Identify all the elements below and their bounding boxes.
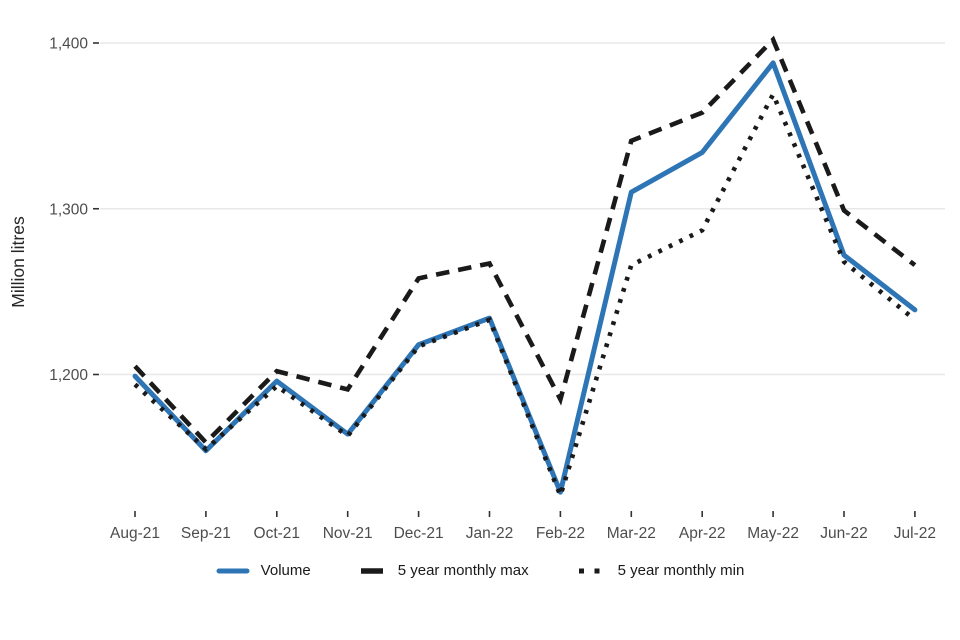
x-tick-label: Jan-22 <box>466 525 513 542</box>
series-solid <box>132 60 918 495</box>
x-tick-label: Apr-22 <box>679 525 726 542</box>
y-tick-label: 1,300 <box>49 201 88 218</box>
volume-line-key <box>216 568 250 573</box>
x-tick-label: May-22 <box>747 525 799 542</box>
series-lines <box>132 35 918 503</box>
x-tick-label: Oct-21 <box>254 525 301 542</box>
y-tick-label: 1,200 <box>49 367 88 384</box>
legend-label-volume: Volume <box>260 562 311 579</box>
x-tick-label: Jun-22 <box>820 525 867 542</box>
series-dotted <box>133 88 917 503</box>
x-axis-tick-labels: Aug-21 Sep-21 Oct-21 Nov-21 Dec-21 Jan-22 Feb-… <box>110 525 936 542</box>
x-tick-label: Aug-21 <box>110 525 160 542</box>
x-tick-label: Nov-21 <box>323 525 373 542</box>
y-axis-tick-labels: 1,200 1,300 1,400 <box>49 36 88 385</box>
legend-label-min: 5 year monthly min <box>617 562 745 579</box>
line-chart: 1,200 1,300 1,400 Aug-21 Sep-21 Oct-21 Nov-21… <box>8 35 945 542</box>
legend-item-volume: Volume <box>216 562 311 579</box>
chart-legend: Volume 5 year monthly max 5 year monthly… <box>0 562 960 579</box>
x-tick-label: Mar-22 <box>607 525 656 542</box>
y-tick-label: 1,400 <box>49 36 88 53</box>
x-axis-ticks <box>134 511 916 517</box>
series-dashed <box>133 35 917 446</box>
legend-item-max: 5 year monthly max <box>357 562 529 579</box>
dashed-line-key <box>360 567 383 574</box>
x-tick-label: Feb-22 <box>536 525 585 542</box>
y-axis-title: Million litres <box>8 216 28 308</box>
dotted-line-key <box>578 568 603 573</box>
x-tick-label: Sep-21 <box>181 525 231 542</box>
x-tick-label: Dec-21 <box>394 525 444 542</box>
legend-label-max: 5 year monthly max <box>397 562 529 579</box>
y-axis-ticks <box>93 42 99 376</box>
legend-item-min: 5 year monthly min <box>575 562 745 579</box>
x-tick-label: Jul-22 <box>894 525 936 542</box>
gridlines <box>100 42 945 376</box>
